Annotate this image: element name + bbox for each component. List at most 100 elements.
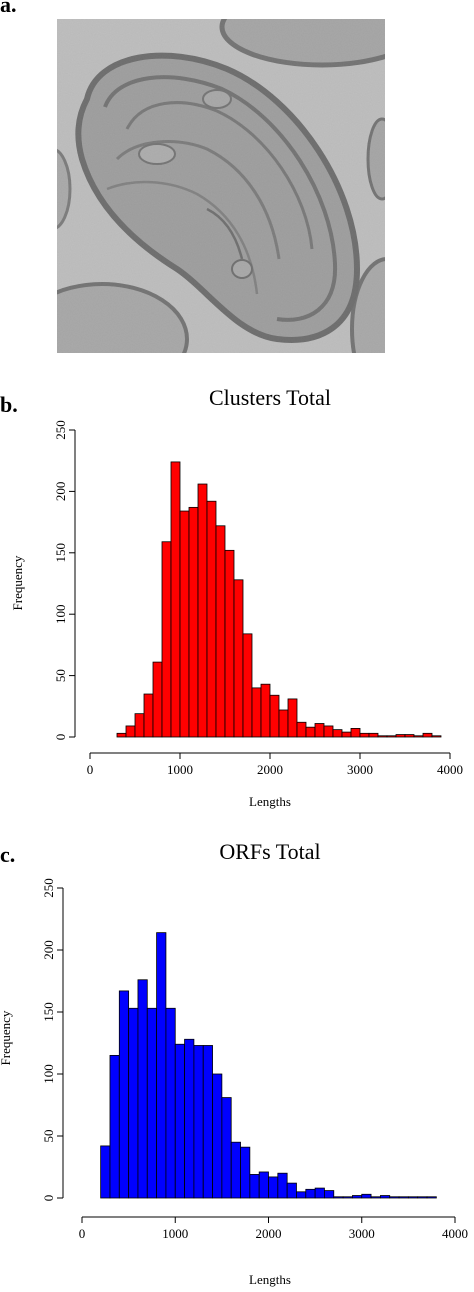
x-tick-label: 2000 [257, 762, 283, 777]
histogram-bar [125, 725, 136, 738]
x-tick-label: 3000 [347, 762, 373, 777]
histogram-bar [350, 728, 361, 738]
x-axis: 0 1000 2000 3000 4000 [87, 752, 463, 777]
histogram-bar [134, 713, 145, 738]
x-tick-label: 4000 [442, 1226, 468, 1241]
histogram-bar [202, 1045, 213, 1199]
histogram-bar [314, 1187, 325, 1199]
histogram-bar [422, 732, 433, 738]
y-axis: 0 50 100 150 200 250 [53, 420, 76, 741]
histogram-bar [260, 683, 271, 738]
histogram-bar [278, 709, 289, 738]
histogram-bar [221, 1097, 232, 1199]
histogram-bar [296, 1191, 307, 1199]
y-tick-label: 50 [53, 669, 68, 682]
histogram-bar [137, 979, 148, 1199]
y-axis-label: Frequency [0, 1010, 13, 1065]
histogram-bar [431, 735, 442, 738]
histogram-bar [314, 723, 325, 738]
histogram-bar [426, 1196, 437, 1199]
y-tick-label: 100 [41, 1064, 56, 1084]
histogram-bar [341, 731, 352, 738]
histogram-bar [118, 990, 130, 1199]
histogram-bar [240, 1146, 251, 1199]
histogram-bar [233, 579, 244, 738]
histogram-clusters: Clusters Total Frequency Lengths 0 50 100 1… [10, 385, 463, 809]
y-tick-label: 100 [53, 604, 68, 624]
x-tick-label: 4000 [437, 762, 463, 777]
histogram-bar [404, 734, 415, 738]
chart-title: Clusters Total [209, 385, 331, 410]
histogram-bar [417, 1196, 428, 1199]
x-tick-label: 0 [79, 1226, 86, 1241]
histogram-bar [143, 693, 154, 738]
histogram-bar [332, 729, 343, 738]
y-tick-label: 150 [53, 543, 68, 563]
histogram-bar [287, 698, 298, 738]
y-tick-label: 50 [41, 1130, 56, 1143]
histogram-bar [128, 1007, 139, 1199]
y-axis-label: Frequency [10, 555, 25, 610]
histogram-bar [389, 1196, 400, 1199]
histogram-bar [165, 1007, 176, 1199]
histogram-bar [146, 1007, 157, 1199]
histogram-orfs: ORFs Total Frequency Lengths 0 50 100 150 20… [0, 839, 468, 1287]
y-tick-label: 0 [41, 1195, 56, 1202]
panel-label-a: a. [0, 0, 17, 17]
histogram-bar [230, 1141, 241, 1199]
histogram-bar [212, 1073, 223, 1199]
histogram-bar [305, 726, 316, 738]
x-axis-label: Lengths [249, 794, 291, 809]
histogram-bar [359, 732, 370, 738]
histogram-bar [100, 1145, 111, 1199]
histogram-bar [352, 1195, 363, 1199]
x-axis: 0 1000 2000 3000 4000 [79, 1216, 468, 1241]
histogram-bar [379, 1195, 391, 1199]
histogram-bar [152, 661, 163, 738]
histogram-bar [386, 735, 397, 738]
histogram-bar [109, 1054, 120, 1199]
y-tick-label: 0 [53, 734, 68, 741]
histogram-bar [407, 1196, 419, 1199]
x-tick-label: 3000 [349, 1226, 375, 1241]
y-tick-label: 250 [53, 420, 68, 440]
x-tick-label: 1000 [162, 1226, 188, 1241]
histogram-bar [398, 1196, 409, 1199]
histogram-bar [197, 483, 208, 738]
y-tick-label: 250 [41, 878, 56, 898]
histogram-bar [161, 541, 172, 738]
histogram-bar [193, 1045, 204, 1199]
histogram-bar [174, 1043, 185, 1199]
histogram-bar [116, 732, 127, 738]
x-tick-label: 2000 [256, 1226, 282, 1241]
histogram-bar [323, 725, 334, 738]
histogram-bar [242, 633, 253, 738]
histogram-bar [370, 1196, 381, 1199]
y-tick-label: 200 [53, 482, 68, 502]
histogram-bar [188, 506, 199, 738]
panel-label-b: b. [0, 392, 18, 417]
y-tick-label: 150 [41, 1002, 56, 1022]
y-axis: 0 50 100 150 200 250 [41, 878, 64, 1202]
histogram-bar [395, 734, 406, 738]
histogram-bar [249, 1174, 260, 1199]
histogram-bar [224, 549, 235, 738]
micrograph-image [57, 19, 385, 353]
histogram-bar [251, 687, 262, 738]
histogram-bar [361, 1193, 372, 1199]
panel-label-c: c. [0, 842, 16, 867]
histogram-bar [296, 721, 307, 738]
x-axis-label: Lengths [249, 1272, 291, 1287]
x-tick-label: 0 [87, 762, 94, 777]
histogram-bar [268, 1176, 279, 1199]
histogram-bar [368, 732, 379, 738]
histogram-bar [413, 735, 424, 738]
x-tick-label: 1000 [167, 762, 193, 777]
histogram-bar [286, 1182, 297, 1199]
bars [100, 932, 437, 1199]
histogram-bar [170, 461, 181, 738]
histogram-bar [333, 1196, 344, 1199]
histogram-bar [215, 525, 226, 738]
chart-title: ORFs Total [219, 839, 320, 864]
histogram-bar [377, 735, 388, 738]
